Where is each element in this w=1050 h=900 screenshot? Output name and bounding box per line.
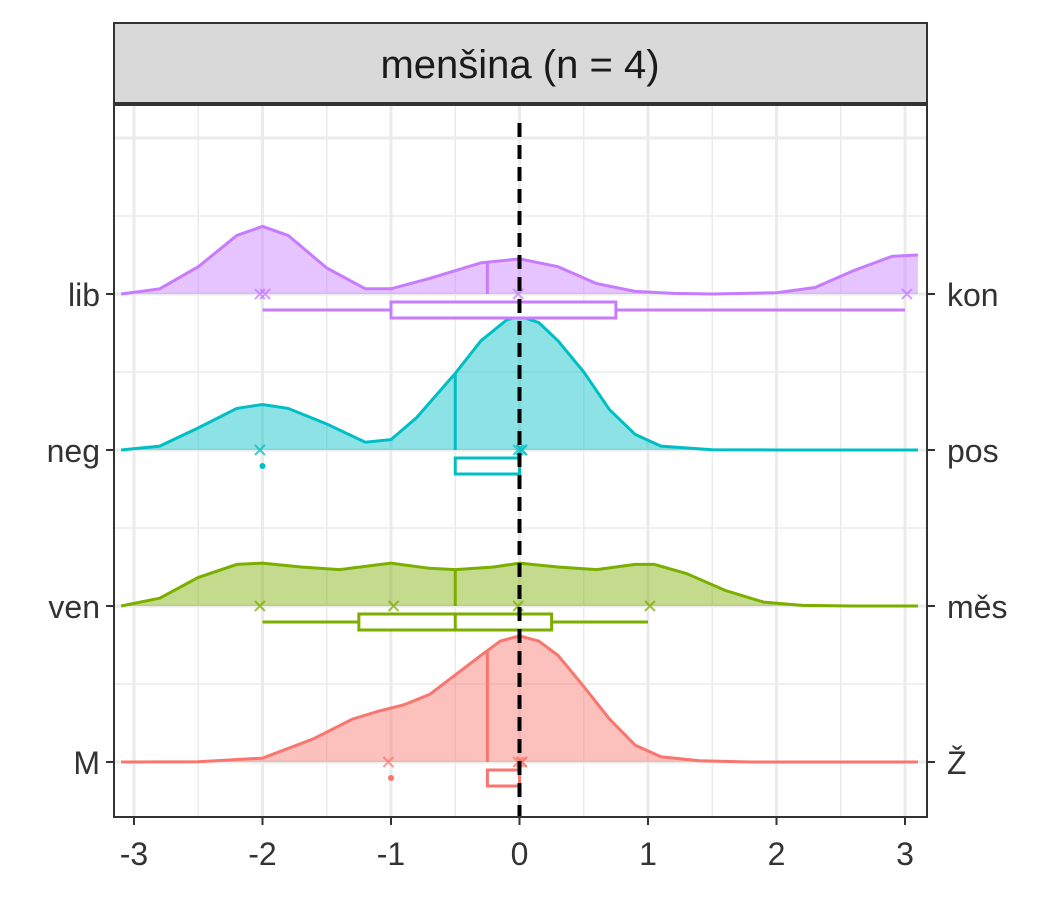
density-line	[121, 634, 918, 764]
box-outlier	[259, 463, 266, 469]
data-point	[259, 288, 271, 300]
data-point	[644, 600, 656, 612]
data-point	[512, 600, 524, 612]
data-point	[512, 288, 524, 300]
strip-title: menšina (n = 4)	[380, 43, 659, 87]
box-body	[453, 456, 521, 476]
density-line	[120, 561, 918, 608]
y-label-left: lib	[68, 277, 100, 313]
density-area	[121, 563, 918, 606]
box-outlier	[388, 775, 394, 781]
x-tick-label: -2	[248, 836, 276, 872]
data-point	[254, 444, 266, 456]
x-tick-label: -1	[377, 836, 405, 872]
x-tick-label: 3	[896, 836, 914, 872]
y-label-right: měs	[947, 589, 1007, 625]
y-label-right: kon	[947, 277, 999, 313]
density-area	[121, 316, 918, 450]
y-label-left: M	[73, 745, 100, 781]
x-tick-label: 1	[639, 836, 657, 872]
density-line	[120, 314, 918, 452]
x-tick-label: 0	[511, 836, 529, 872]
box-body	[389, 300, 618, 320]
y-label-right: pos	[947, 433, 999, 469]
x-tick-label: 2	[768, 836, 786, 872]
data-point	[901, 288, 913, 300]
y-label-left: neg	[47, 433, 100, 469]
data-point	[254, 600, 266, 612]
data-point	[387, 600, 400, 612]
density-line	[120, 224, 918, 296]
y-label-right: Ž	[947, 745, 967, 781]
data-point	[512, 444, 524, 456]
data-point	[382, 756, 395, 768]
strip-background	[113, 22, 928, 104]
x-tick-label: -3	[120, 836, 148, 872]
box-body	[485, 768, 521, 788]
data-point	[254, 288, 266, 300]
y-label-left: ven	[48, 589, 100, 625]
